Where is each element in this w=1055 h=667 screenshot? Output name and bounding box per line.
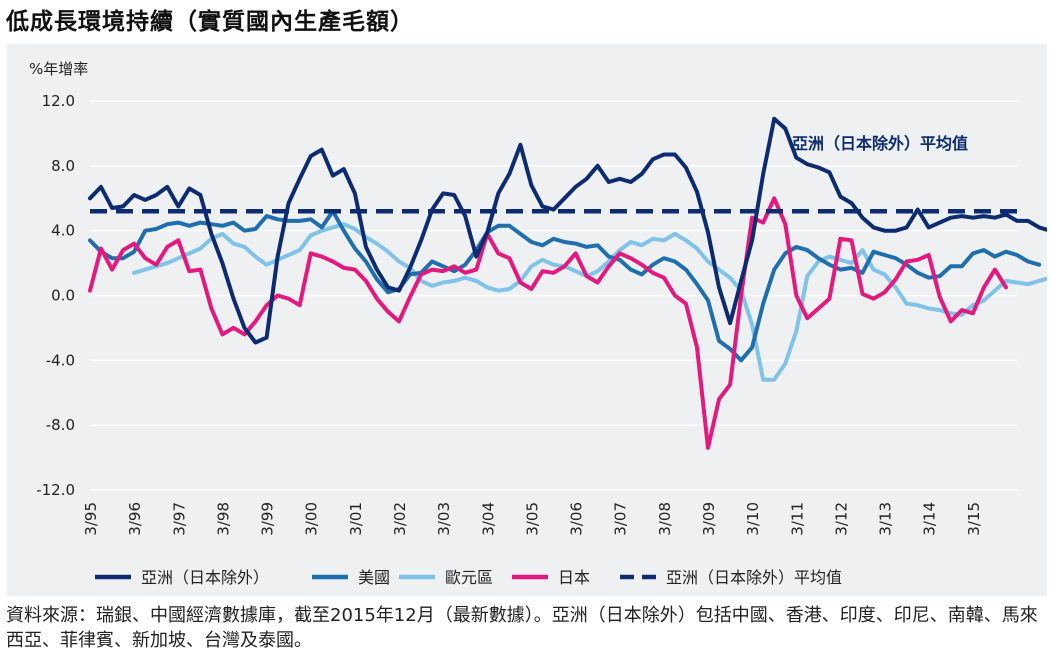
x-tick-label: 3/15 — [965, 502, 983, 536]
legend-label: 亞洲（日本除外） — [141, 568, 269, 587]
x-tick-label: 3/98 — [214, 502, 232, 536]
x-tick-label: 3/07 — [612, 502, 630, 536]
y-tick-label: 12.0 — [42, 92, 75, 110]
y-tick-label: 8.0 — [51, 157, 75, 175]
x-tick-label: 3/09 — [700, 502, 718, 536]
x-tick-label: 3/00 — [303, 502, 321, 536]
series-lines — [88, 116, 1047, 450]
x-tick-label: 3/97 — [170, 502, 188, 536]
legend-item-asia: 亞洲（日本除外） — [95, 568, 269, 587]
series-line-japan — [88, 196, 1008, 450]
chart-panel: %年增率 12.0 8.0 4.0 0.0 -4.0 -8.0 -12.0 3/95 3/96… — [7, 44, 1047, 596]
x-tick-label: 3/11 — [788, 502, 806, 536]
source-note: 資料來源：瑞銀、中國經濟數據庫，截至2015年12月（最新數據）。亞洲（日本除外… — [6, 605, 1038, 651]
series-line-euro — [132, 222, 1047, 382]
legend-item-japan: 日本 — [512, 568, 590, 587]
x-tick-label: 3/02 — [391, 502, 409, 536]
chart-legend: 亞洲（日本除外） 美國 歐元區 日本 亞洲（日本除外）平均值 — [95, 568, 842, 587]
x-tick-label: 3/99 — [259, 502, 277, 536]
x-tick-label: 3/10 — [744, 502, 762, 536]
legend-item-avg: 亞洲（日本除外）平均值 — [620, 568, 842, 587]
x-tick-label: 3/06 — [568, 502, 586, 536]
legend-item-euro: 歐元區 — [399, 568, 493, 587]
x-tick-label: 3/05 — [523, 502, 541, 536]
y-tick-label: -12.0 — [36, 481, 75, 499]
series-line-us — [88, 209, 1042, 363]
y-tick-label: 0.0 — [51, 287, 75, 305]
x-tick-label: 3/04 — [479, 502, 497, 536]
chart-title: 低成長環境持續（實質國內生產毛額） — [6, 9, 414, 35]
x-tick-label: 3/12 — [832, 502, 850, 536]
legend-item-us: 美國 — [312, 568, 390, 587]
x-axis-ticks: 3/95 3/96 3/97 3/98 3/99 3/00 3/01 3/02 3/03 3/04… — [82, 502, 983, 536]
legend-label: 歐元區 — [445, 568, 493, 587]
x-tick-label: 3/14 — [921, 502, 939, 536]
average-annotation: 亞洲（日本除外）平均值 — [792, 134, 968, 153]
y-tick-label: -4.0 — [46, 351, 75, 369]
legend-label: 日本 — [558, 568, 590, 587]
series-line-asia — [88, 116, 1047, 345]
y-axis-label: %年增率 — [29, 60, 88, 78]
x-tick-label: 3/96 — [126, 502, 144, 536]
x-tick-label: 3/95 — [82, 502, 100, 536]
y-tick-label: 4.0 — [51, 222, 75, 240]
line-chart: %年增率 12.0 8.0 4.0 0.0 -4.0 -8.0 -12.0 3/95 3/96… — [29, 60, 1047, 587]
x-tick-label: 3/01 — [347, 502, 365, 536]
legend-label: 亞洲（日本除外）平均值 — [666, 568, 842, 587]
x-tick-label: 3/08 — [656, 502, 674, 536]
y-axis-ticks: 12.0 8.0 4.0 0.0 -4.0 -8.0 -12.0 — [36, 92, 75, 499]
y-tick-label: -8.0 — [46, 416, 75, 434]
legend-label: 美國 — [358, 568, 390, 587]
x-tick-label: 3/13 — [877, 502, 895, 536]
x-tick-label: 3/03 — [435, 502, 453, 536]
